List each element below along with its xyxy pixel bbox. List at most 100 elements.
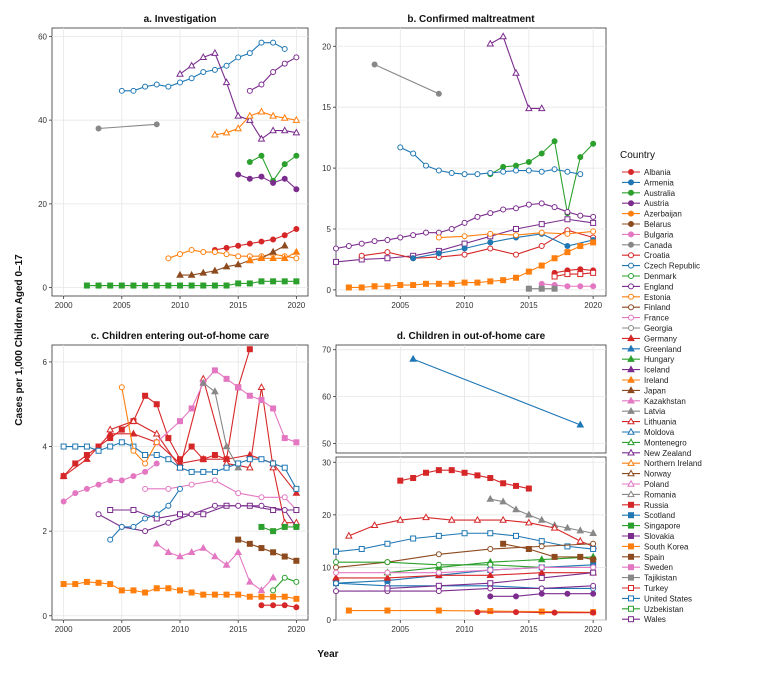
panel-c-point-kazakhstan <box>199 543 208 551</box>
legend-item-canada: Canada <box>622 241 673 250</box>
panel-c-point-germany <box>129 429 138 437</box>
panel-b-point-wales <box>590 219 597 226</box>
panel-a-point-estonia <box>188 246 195 253</box>
panel-b-point-armenia <box>487 239 494 246</box>
legend-label-turkey: Turkey <box>644 584 668 593</box>
panel-b-point-estonia <box>538 229 545 236</box>
panel-d-point-albania <box>513 609 519 616</box>
legend-label-england: England <box>644 282 673 291</box>
panel-c-point-kazakhstan <box>176 552 184 560</box>
panel-d-point-france <box>538 564 545 571</box>
panel-d-series-russia <box>397 467 532 492</box>
panel-d-top-ytick-label: 50 <box>322 440 331 449</box>
panel-b-point-south-korea <box>590 239 597 246</box>
panel-a-point-estonia <box>293 255 300 262</box>
panel-b: b. Confirmed maltreatment 0 5 10 15 20 2005 201… <box>322 14 607 310</box>
panel-b-point-estonia <box>513 232 519 239</box>
legend-swatch-marker-czech-republic <box>628 262 634 269</box>
panel-d-point-germany <box>486 571 495 579</box>
legend-swatch-marker-singapore <box>628 522 634 529</box>
panel-c-point-wales <box>107 507 114 513</box>
panel-b-point-south-korea <box>461 279 468 286</box>
panel-b-point-canada <box>371 61 378 68</box>
panel-a-series-czech-republic <box>118 39 288 94</box>
legend-item-poland: Poland <box>622 479 669 489</box>
legend-item-romania: Romania <box>622 490 677 499</box>
panel-a-point-czech-republic <box>177 79 183 86</box>
panel-b-point-england <box>564 208 571 215</box>
panel-d-point-austria <box>564 590 571 597</box>
panel-b-point-czech-republic <box>448 169 455 176</box>
legend-item-georgia: Georgia <box>622 324 673 333</box>
legend-swatch-marker-england <box>628 283 634 290</box>
panel-d-line-france <box>336 566 594 574</box>
legend-swatch-marker-montenegro <box>627 438 635 446</box>
panel-a-point-albania <box>270 236 277 243</box>
panel-c-point-south-korea <box>107 581 114 588</box>
panel-b-series-new-zealand <box>486 32 546 112</box>
panel-c-point-lithuania <box>257 383 266 391</box>
panel-a-point-singapore <box>130 282 137 289</box>
panel-c-point-albania <box>293 604 300 611</box>
panel-c-point-united-states <box>211 468 218 475</box>
legend-swatch-marker-croatia <box>628 252 634 259</box>
panel-d-point-united-states <box>435 532 442 539</box>
panel-d-series-spain <box>500 540 597 563</box>
panel-d-point-united-states <box>538 538 545 545</box>
panel-b-point-bulgaria <box>564 283 571 290</box>
panel-d-point-austria <box>487 593 494 600</box>
panel-a-point-new-zealand <box>269 126 277 134</box>
panel-c-point-czech-republic <box>142 515 149 522</box>
panel-b-point-czech-republic <box>538 168 545 175</box>
panel-c-point-russia <box>118 426 125 433</box>
legend-item-czech-republic: Czech Republic <box>622 262 700 271</box>
panel-a-ytick-label: 60 <box>38 32 47 41</box>
panel-c-ytick-label: 4 <box>43 443 48 452</box>
panel-c-series-spain <box>235 536 300 564</box>
panel-c-point-bulgaria <box>72 490 79 497</box>
panel-b-point-england <box>487 210 494 217</box>
panel-c-point-singapore <box>293 523 300 530</box>
panel-c-point-england <box>95 511 102 518</box>
panel-b-point-england <box>461 219 468 226</box>
legend-swatch-marker-uzbekistan <box>628 605 634 612</box>
panel-a-point-singapore <box>235 280 242 287</box>
panel-a-series-canada <box>95 121 160 132</box>
panel-c-point-singapore <box>258 523 265 530</box>
panel-b-point-czech-republic <box>397 144 404 151</box>
panel-a-point-estonia <box>223 251 230 258</box>
legend-item-lithuania: Lithuania <box>622 417 677 427</box>
panel-b-point-england <box>513 205 519 212</box>
legend-swatch-marker-northern-ireland <box>627 458 635 466</box>
panel-a-series-northern-ireland <box>211 107 301 138</box>
panel-d-point-russia <box>410 475 417 482</box>
panel-a-point-albania <box>293 226 300 232</box>
legend-label-latvia: Latvia <box>644 407 666 416</box>
panel-b-point-south-korea <box>577 243 584 250</box>
panel-d-point-russia <box>474 472 481 479</box>
panel-c-point-kazakhstan <box>245 577 254 585</box>
panel-d-xtick-label: 2005 <box>391 625 409 634</box>
panel-c-point-russia <box>72 460 79 467</box>
panel-c-point-france <box>211 477 218 484</box>
panel-c-point-wales <box>200 511 207 518</box>
panel-a-xtick-label: 2005 <box>113 301 131 310</box>
panel-b-point-england <box>397 234 404 241</box>
panel-c-point-bulgaria <box>83 485 90 492</box>
legend-swatch-marker-russia <box>628 501 634 508</box>
panel-c-point-united-states <box>118 439 125 446</box>
panel-c-point-russia <box>165 435 172 442</box>
panel-c-point-sweden <box>293 439 300 446</box>
panel-d-point-germany <box>537 568 546 576</box>
panel-c-point-sweden <box>246 392 253 399</box>
legend-label-czech-republic: Czech Republic <box>644 262 700 271</box>
panel-c-point-singapore <box>270 528 277 535</box>
panel-a-point-estonia <box>235 253 242 260</box>
panel-b-point-australia <box>577 154 584 161</box>
legend-swatch-marker-belarus <box>628 221 634 227</box>
panel-a-point-singapore <box>223 282 230 289</box>
panel-b-point-armenia <box>410 255 417 262</box>
panel-a-point-albania <box>235 242 242 249</box>
panel-c-point-united-states <box>258 456 265 463</box>
